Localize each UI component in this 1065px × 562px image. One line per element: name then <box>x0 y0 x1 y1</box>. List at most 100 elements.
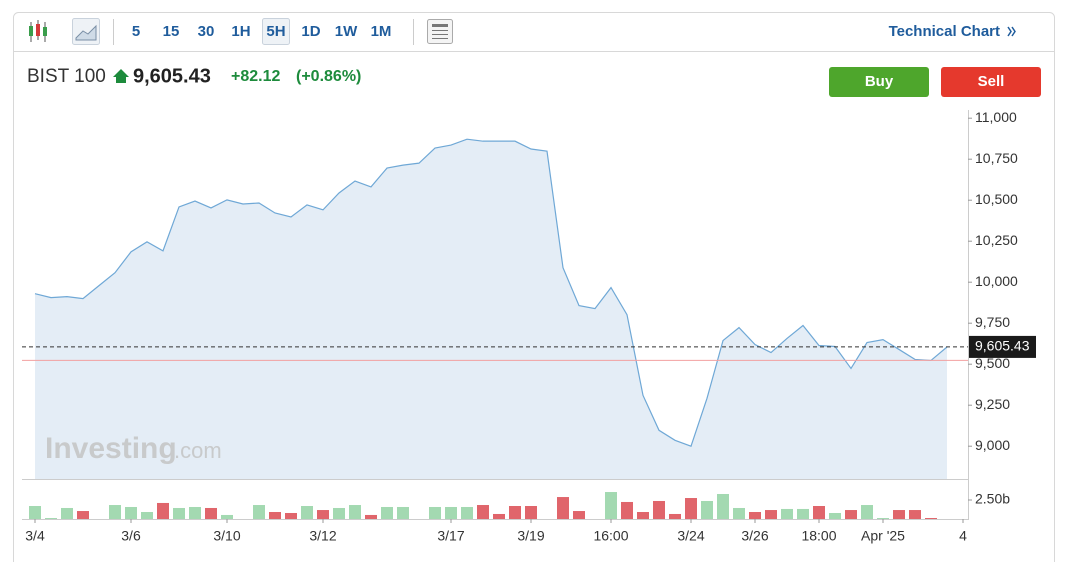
line-chart-icon[interactable] <box>72 18 100 45</box>
x-tick-label: 3/4 <box>25 528 45 544</box>
interval-button[interactable]: 1H <box>231 23 250 40</box>
layout-icon[interactable] <box>427 19 453 44</box>
volume-bar <box>525 506 537 519</box>
volume-bar <box>61 507 73 519</box>
volume-bar <box>173 507 185 519</box>
volume-bar <box>749 512 761 519</box>
x-tick-label: 3/19 <box>517 528 544 544</box>
volume-bar <box>349 505 361 519</box>
y-tick-label: 9,000 <box>975 437 1010 453</box>
volume-bar <box>157 502 169 519</box>
volume-bar <box>845 510 857 519</box>
x-tick-label: 3/12 <box>309 528 336 544</box>
y-tick-label: 9,500 <box>975 355 1010 371</box>
interval-button[interactable]: 1D <box>301 23 320 40</box>
y-tick-label: 11,000 <box>975 109 1017 125</box>
volume-bar <box>829 512 841 519</box>
up-arrow <box>113 69 129 83</box>
volume-bar <box>125 506 137 519</box>
volume-bar <box>29 506 41 519</box>
candlestick-icon[interactable] <box>29 20 47 42</box>
volume-bar <box>477 505 489 519</box>
volume-bar <box>445 506 457 519</box>
buy-button[interactable]: Buy <box>829 67 929 97</box>
volume-bar <box>381 506 393 519</box>
x-tick-label: 3/26 <box>741 528 768 544</box>
change-percent: (+0.86%) <box>296 68 361 85</box>
volume-bar <box>109 505 121 519</box>
interval-button[interactable]: 5 <box>132 23 140 40</box>
volume-bar <box>333 507 345 519</box>
watermark-brand: Investing <box>45 432 177 465</box>
volume-bar <box>605 492 617 519</box>
volume-bar <box>77 511 89 519</box>
volume-bar <box>717 493 729 519</box>
x-tick-label: 3/24 <box>677 528 704 544</box>
volume-bar <box>733 507 745 519</box>
volume-bar <box>557 497 569 519</box>
volume-bar <box>765 510 777 519</box>
volume-bar <box>653 500 665 519</box>
volume-bar <box>269 512 281 519</box>
volume-bar <box>813 506 825 519</box>
change: +82.12 <box>231 68 280 85</box>
volume-bar <box>861 505 873 519</box>
instrument-name: BIST 100 <box>27 66 106 87</box>
interval-button[interactable]: 1M <box>371 23 392 40</box>
y-tick-label: 10,250 <box>975 232 1018 248</box>
x-tick-label: 16:00 <box>593 528 628 544</box>
volume-tick-label: 2.50b <box>975 491 1010 507</box>
volume-bar <box>253 505 265 519</box>
active-interval-box <box>262 18 290 45</box>
volume-bar <box>621 501 633 519</box>
volume-bar <box>429 506 441 519</box>
volume-bar <box>573 511 585 519</box>
x-tick-label: Apr '25 <box>861 528 905 544</box>
volume-bar <box>637 512 649 519</box>
last-price-label: 9,605.43 <box>975 338 1030 354</box>
volume-bar <box>669 513 681 519</box>
volume-bar <box>221 514 233 519</box>
x-tick-label: 3/6 <box>121 528 141 544</box>
volume-bar <box>141 512 153 519</box>
x-tick-label: 3/10 <box>213 528 240 544</box>
y-tick-label: 10,500 <box>975 191 1018 207</box>
volume-bar <box>461 506 473 519</box>
volume-bar <box>925 518 937 519</box>
area-fill <box>35 139 947 479</box>
y-tick-label: 10,000 <box>975 273 1018 289</box>
x-tick-label: 4 <box>959 528 967 544</box>
y-tick-label: 9,250 <box>975 396 1010 412</box>
volume-bar <box>365 514 377 519</box>
volume-bar <box>285 512 297 519</box>
y-tick-label: 10,750 <box>975 150 1018 166</box>
volume-bar <box>493 513 505 519</box>
interval-button[interactable]: 5H <box>266 23 285 40</box>
volume-bar <box>685 498 697 519</box>
chevron-icon <box>1007 26 1016 37</box>
volume-bar <box>877 518 889 519</box>
technical-chart-link[interactable]: Technical Chart <box>889 23 1000 40</box>
price-line <box>34 138 948 447</box>
last-price-box <box>969 335 1036 358</box>
volume-bar <box>397 506 409 519</box>
watermark-suffix: .com <box>174 438 222 463</box>
volume-bar <box>205 507 217 519</box>
interval-button[interactable]: 30 <box>198 23 215 40</box>
volume-bar <box>509 506 521 519</box>
volume-bar <box>45 518 57 519</box>
buy-label[interactable]: Buy <box>865 73 894 90</box>
interval-button[interactable]: 1W <box>335 23 358 40</box>
volume-bar <box>781 508 793 519</box>
volume-bar <box>909 510 921 519</box>
volume-bar <box>797 508 809 519</box>
volume-bar <box>317 510 329 519</box>
x-tick-label: 18:00 <box>801 528 836 544</box>
y-tick-label: 9,750 <box>975 314 1010 330</box>
sell-label[interactable]: Sell <box>978 73 1005 90</box>
volume-bar <box>301 506 313 519</box>
sell-button[interactable]: Sell <box>941 67 1041 97</box>
interval-button[interactable]: 15 <box>163 23 180 40</box>
